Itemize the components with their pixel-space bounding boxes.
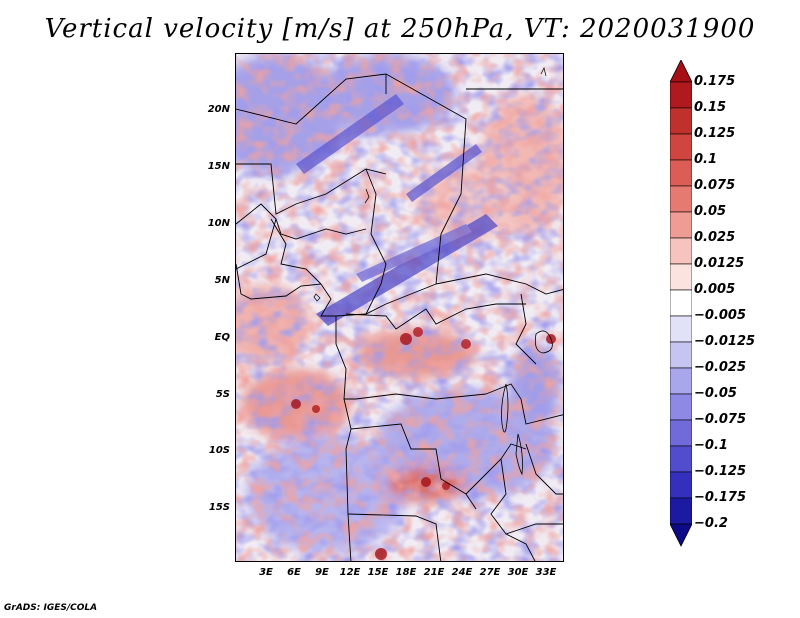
lat-label: 10N xyxy=(207,218,230,229)
lakes xyxy=(501,330,553,476)
colorbar-label: 0.05 xyxy=(694,204,727,219)
lon-label: 9E xyxy=(315,567,329,578)
colorbar-label: −0.005 xyxy=(694,308,747,323)
lat-label: EQ xyxy=(214,332,230,343)
colorbar-label: −0.05 xyxy=(694,386,737,401)
lat-label: 15S xyxy=(208,502,230,513)
colorbar-label: 0.15 xyxy=(694,100,727,115)
colorbar-segment xyxy=(670,367,692,395)
colorbar-top-arrow xyxy=(670,60,692,83)
lon-label: 3E xyxy=(259,567,273,578)
colorbar-segment xyxy=(670,185,692,213)
colorbar-segment xyxy=(670,341,692,369)
colorbar-bottom-arrow xyxy=(670,523,692,547)
colorbar-segment xyxy=(670,445,692,473)
lat-label: 5N xyxy=(214,275,230,286)
colorbar-label: −0.0125 xyxy=(694,334,756,349)
lon-label: 30E xyxy=(507,567,529,578)
colorbar-segment xyxy=(670,497,692,525)
updraft-texture xyxy=(236,54,563,561)
lat-label: 20N xyxy=(207,104,230,115)
colorbar-segment xyxy=(670,471,692,499)
colorbar-label: −0.125 xyxy=(694,464,747,479)
lat-label: 10S xyxy=(208,445,230,456)
lon-label: 33E xyxy=(535,567,557,578)
colorbar-label: 0.0125 xyxy=(694,256,745,271)
map-panel xyxy=(235,53,564,562)
colorbar-segment xyxy=(670,289,692,317)
colorbar-label: −0.1 xyxy=(694,438,728,453)
colorbar-label: 0.1 xyxy=(694,152,718,167)
lat-label: 15N xyxy=(207,161,230,172)
colorbar-label: 0.075 xyxy=(694,178,736,193)
colorbar-label: −0.2 xyxy=(694,516,728,531)
colorbar-segment xyxy=(670,419,692,447)
lon-label: 12E xyxy=(339,567,361,578)
colorbar-segment xyxy=(670,315,692,343)
lon-label: 24E xyxy=(451,567,473,578)
coast-details xyxy=(313,66,547,302)
country-borders xyxy=(236,73,563,561)
lon-label: 21E xyxy=(423,567,445,578)
colorbar-label: 0.005 xyxy=(694,282,736,297)
colorbar-label: −0.075 xyxy=(694,412,747,427)
colorbar-segment xyxy=(670,81,692,109)
colorbar-segment xyxy=(670,211,692,239)
colorbar-segment xyxy=(670,393,692,421)
lon-label: 18E xyxy=(395,567,417,578)
lat-label: 5S xyxy=(215,389,230,400)
colorbar-segment xyxy=(670,133,692,161)
lon-label: 27E xyxy=(479,567,501,578)
colorbar-label: 0.175 xyxy=(694,74,736,89)
lon-label: 15E xyxy=(367,567,389,578)
colorbar-label: −0.175 xyxy=(694,490,747,505)
colorbar-label: 0.025 xyxy=(694,230,736,245)
colorbar-label: −0.025 xyxy=(694,360,747,375)
chart-title: Vertical velocity [m/s] at 250hPa, VT: 2… xyxy=(44,14,756,44)
colorbar xyxy=(670,60,692,547)
colorbar-segment xyxy=(670,237,692,265)
velocity-field xyxy=(236,54,563,561)
colorbar-segment xyxy=(670,263,692,291)
colorbar-segment xyxy=(670,107,692,135)
grads-credit: GrADS: IGES/COLA xyxy=(4,603,98,613)
colorbar-segment xyxy=(670,159,692,187)
lon-label: 6E xyxy=(287,567,301,578)
colorbar-label: 0.125 xyxy=(694,126,736,141)
convective-cores xyxy=(291,327,556,560)
